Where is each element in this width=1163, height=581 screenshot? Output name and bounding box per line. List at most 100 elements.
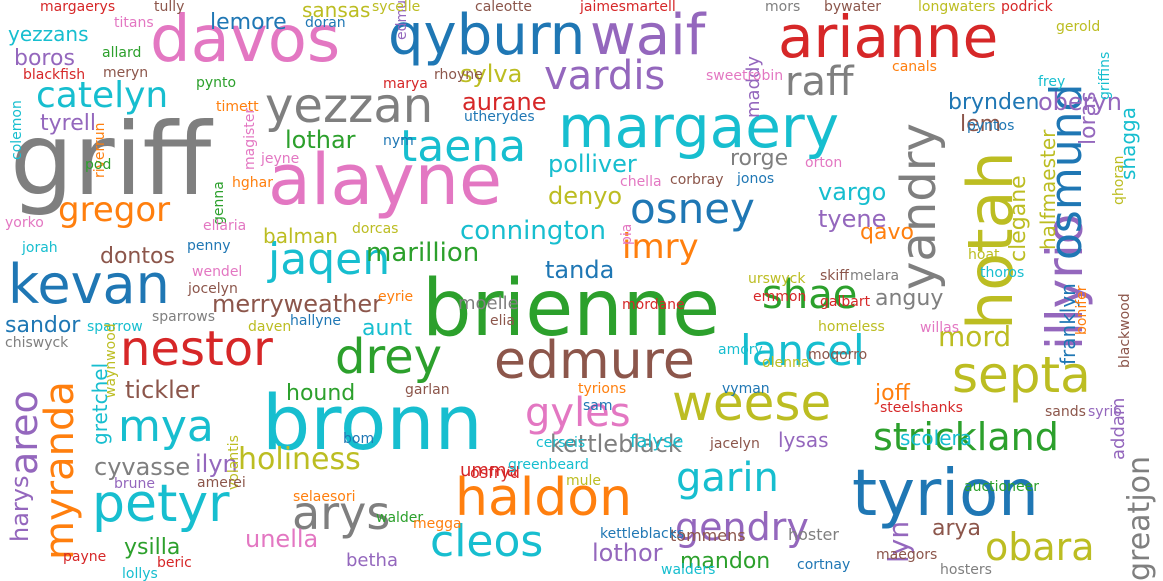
word-arys: arys [292,486,391,540]
word-dontos: dontos [100,244,175,269]
word-homeless: homeless [818,319,885,335]
word-colemon: colemon [9,100,25,160]
word-tully: tully [154,0,185,15]
word-osney: osney [630,184,755,233]
word-mya: mya [118,401,214,452]
word-lothar: lothar [285,126,356,154]
word-moelle: moelle [458,293,519,314]
word-corbray: corbray [670,172,724,188]
word-boros: boros [14,46,75,71]
word-cortnay: cortnay [797,557,851,573]
word-brune: brune [114,476,156,492]
word-auctioneer: auctioneer [964,479,1039,495]
word-sansas: sansas [302,0,371,22]
word-taena: taena [400,121,527,172]
word-blackwood: blackwood [1117,293,1133,368]
word-jaimesmartell: jaimesmartell [580,0,676,15]
word-ilyn: ilyn [195,450,238,478]
word-davos: davos [150,3,341,77]
word-holiness: holiness [238,442,361,477]
word-pyntos: pyntos [967,118,1015,134]
word-marillion: marillion [366,238,480,268]
word-vyman: vyman [722,381,770,397]
word-marya: marya [383,76,428,92]
word-aurane: aurane [462,88,547,116]
word-lem: lem [960,112,1002,137]
word-weese: weese [672,374,832,432]
word-hoat: hoat [968,247,1000,263]
word-lysas: lysas [778,428,829,452]
word-yorko: yorko [5,215,44,231]
word-longwaters: longwaters [918,0,996,15]
word-qavo: qavo [860,220,914,245]
word-jeyne: jeyne [261,151,300,167]
word-mandon: mandon [680,549,771,574]
word-margaery: margaery [558,93,840,161]
word-bom: bom [343,431,375,447]
word-titans: titans [114,15,154,31]
word-falyse: falyse [630,431,684,452]
word-kettleblack: kettleblack [550,430,682,458]
word-tyrion: tyrion [852,457,1039,531]
word-halfmaester: halfmaester [1036,129,1060,250]
word-emmon: emmon [753,289,807,305]
word-unella: unella [245,525,319,553]
word-tickler: tickler [125,376,200,404]
word-mordane: mordane [622,297,685,313]
word-jorah: jorah [22,240,58,256]
word-hoster: hoster [788,525,839,544]
word-myranda: myranda [37,381,83,560]
word-jocelyn: jocelyn [188,281,238,297]
word-clegane: clegane [1006,175,1031,262]
word-sycelle: sycelle [372,0,421,15]
word-balman: balman [263,224,338,248]
word-penny: penny [187,238,231,254]
word-megga: megga [413,516,462,532]
word-beric: beric [157,555,192,571]
word-alayne: alayne [268,139,503,221]
word-brienne: brienne [422,264,721,354]
word-petyr: petyr [92,474,230,534]
word-caleotte: caleotte [475,0,532,15]
word-aunt: aunt [362,316,412,341]
word-frey: frey [1038,74,1066,90]
word-vardis: vardis [544,53,666,99]
word-sandor: sandor [5,313,81,338]
word-allard: allard [102,45,142,61]
word-rorge: rorge [730,146,789,171]
word-vargo: vargo [818,178,887,206]
word-utherydes: utherydes [464,109,535,125]
word-amory: amory [718,342,763,358]
word-maddy: maddy [743,55,764,118]
word-chella: chella [620,174,662,190]
word-pynto: pynto [196,75,237,91]
word-haldon: haldon [455,468,633,528]
word-umma: umma [460,460,518,481]
word-lancel: lancel [740,326,865,375]
word-scolera: scolera [900,426,972,450]
word-gendry: gendry [675,505,809,549]
word-bonifer: bonifer [1074,285,1090,335]
word-griff: griff [10,101,212,218]
word-imry: imry [622,227,699,267]
word-hound: hound [286,381,356,406]
word-elia: elia [490,313,515,329]
word-selaesori: selaesori [293,489,356,505]
word-timett: timett [216,99,259,115]
word-cyvasse: cyvasse [94,453,191,481]
word-gregor: gregor [58,190,171,230]
word-chiswyck: chiswyck [5,335,69,351]
word-anguy: anguy [875,286,944,311]
word-urswyck: urswyck [748,271,806,287]
word-magister: magister [242,107,258,170]
word-canals: canals [892,59,937,75]
word-walders: walders [661,562,716,578]
word-hghar: hghar [232,175,273,191]
word-jaqen: jaqen [268,234,391,285]
word-polliver: polliver [548,150,637,178]
word-griffins: griffins [1097,51,1113,100]
word-blackfish: blackfish [23,67,86,83]
word-tyrell: tyrell [40,111,96,136]
word-yezzans: yezzans [8,22,89,46]
